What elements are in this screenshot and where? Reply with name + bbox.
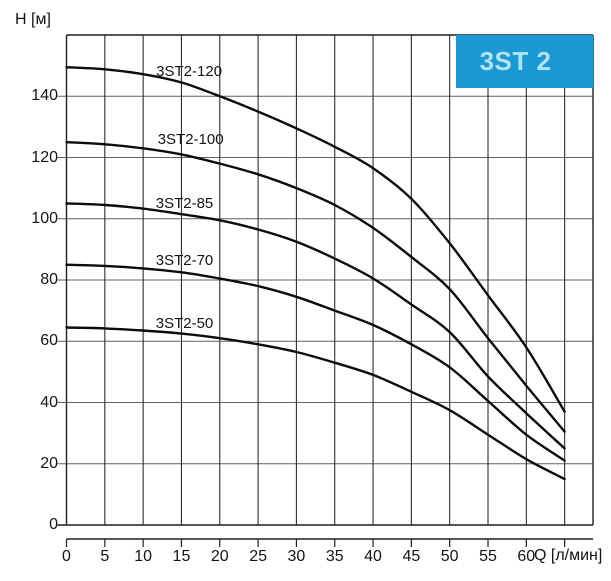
y-tick-label: 80 xyxy=(40,271,58,288)
y-axis-title: H [м] xyxy=(15,11,51,28)
x-tick-label: 35 xyxy=(325,548,344,565)
series-family-badge: 3ST 2 xyxy=(456,35,593,88)
y-tick-label: 140 xyxy=(31,87,58,105)
curve-label-3st2-50: 3ST2-50 xyxy=(155,315,214,333)
curve-3st2-70 xyxy=(65,263,566,462)
x-tick-label: 45 xyxy=(402,548,421,565)
x-tick-label: 10 xyxy=(134,548,153,565)
curve-3st2-50 xyxy=(65,326,566,481)
y-tick-label: 100 xyxy=(31,209,58,227)
y-tick-label: 20 xyxy=(40,454,58,472)
x-tick-label: 15 xyxy=(172,548,191,565)
curve-label-3st2-85: 3ST2-85 xyxy=(155,195,214,213)
y-tick-label: 40 xyxy=(40,393,58,411)
x-tick-label: 0 xyxy=(62,548,71,565)
curve-label-3st2-100: 3ST2-100 xyxy=(157,131,224,149)
x-tick-label: 55 xyxy=(479,548,497,565)
x-axis-title: Q [л/мин] xyxy=(534,547,603,564)
x-tick-label: 5 xyxy=(100,548,110,565)
x-tick-label: 20 xyxy=(210,548,229,565)
x-tick-label: 50 xyxy=(440,548,459,565)
x-tick-label: 60 xyxy=(517,548,536,565)
x-tick-label: 40 xyxy=(364,548,382,565)
curve-label-3st2-70: 3ST2-70 xyxy=(155,252,214,269)
curve-label-3st2-120: 3ST2-120 xyxy=(156,63,223,81)
x-tick-label: 25 xyxy=(249,548,267,565)
x-tick-label: 30 xyxy=(287,548,306,565)
curve-3st2-85 xyxy=(65,202,566,450)
y-tick-label: 0 xyxy=(49,516,58,533)
y-tick-label: 120 xyxy=(31,148,58,166)
curve-3st2-100 xyxy=(65,141,566,433)
curve-3st2-120 xyxy=(65,66,566,413)
y-tick-label: 60 xyxy=(40,332,58,350)
